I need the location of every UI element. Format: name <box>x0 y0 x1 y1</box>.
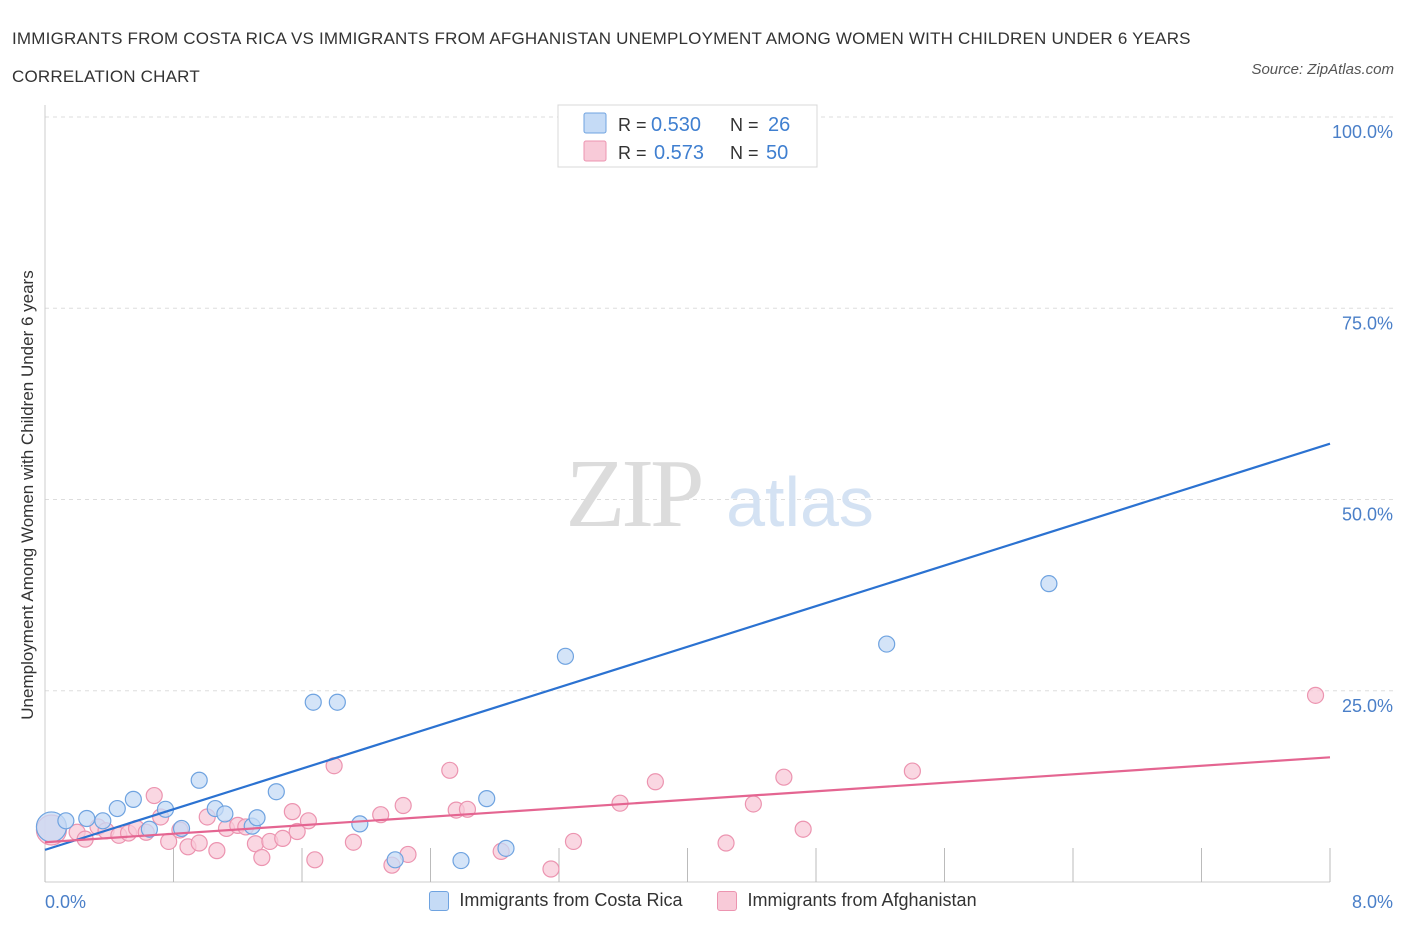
data-point-costa-rica <box>267 783 285 801</box>
data-point-afghanistan <box>744 795 762 813</box>
trend-line-afghanistan <box>44 756 1331 844</box>
data-point-costa-rica <box>304 693 322 711</box>
bottom-legend-label-afghanistan: Immigrants from Afghanistan <box>747 890 977 910</box>
chart-title: IMMIGRANTS FROM COSTA RICA VS IMMIGRANTS… <box>12 29 1191 86</box>
y-axis-label: Unemployment Among Women with Children U… <box>18 270 37 720</box>
data-point-afghanistan <box>564 832 583 851</box>
bottom-legend-swatch-afghanistan <box>717 890 738 911</box>
data-point-costa-rica <box>94 812 112 830</box>
data-point-afghanistan <box>145 786 163 805</box>
legend-n-label-afghanistan: N = <box>730 143 764 163</box>
legend-swatch-afghanistan <box>583 140 607 162</box>
data-point-costa-rica <box>216 805 234 823</box>
y-tick-label: 75.0% <box>1342 313 1393 333</box>
bottom-legend-swatch-costa-rica <box>429 890 450 911</box>
legend-r-value-afghanistan: 0.573 <box>654 142 704 164</box>
data-point-costa-rica <box>140 820 159 838</box>
data-point-afghanistan <box>394 796 412 815</box>
data-point-afghanistan <box>208 842 226 860</box>
legend-r-label-afghanistan: R = <box>618 143 652 163</box>
data-point-costa-rica <box>78 809 96 828</box>
data-point-costa-rica <box>108 799 126 818</box>
data-point-afghanistan <box>253 848 271 867</box>
data-point-afghanistan <box>306 851 324 869</box>
data-point-costa-rica <box>497 839 515 857</box>
legend-n-value-afghanistan: 50 <box>766 142 788 164</box>
data-point-costa-rica <box>878 635 896 653</box>
data-point-costa-rica <box>1040 575 1058 593</box>
data-point-afghanistan <box>274 829 292 847</box>
data-point-costa-rica <box>386 851 404 869</box>
data-point-costa-rica <box>478 790 496 808</box>
legend-n-label-costa-rica: N = <box>730 115 764 135</box>
data-point-costa-rica <box>351 815 369 833</box>
y-tick-label: 100.0% <box>1332 122 1393 142</box>
axes <box>44 105 1331 883</box>
legend-r-label-costa-rica: R = <box>618 115 652 135</box>
trend-lines <box>44 442 1331 851</box>
y-tick-label: 25.0% <box>1342 696 1393 716</box>
legend: R = 0.530 N = 26 R = 0.573 N = 50 <box>557 104 818 168</box>
data-point-afghanistan <box>1306 686 1325 704</box>
watermark-zip: ZIP <box>566 440 701 548</box>
data-point-afghanistan <box>717 834 735 852</box>
watermark-atlas: atlas <box>726 463 874 541</box>
data-point-costa-rica <box>248 809 266 827</box>
data-point-afghanistan <box>794 820 812 838</box>
data-point-afghanistan <box>646 773 664 791</box>
data-point-costa-rica <box>328 693 346 711</box>
bottom-legend: Immigrants from Costa Rica Immigrants fr… <box>0 890 1406 916</box>
data-point-afghanistan <box>344 833 362 851</box>
series-afghanistan-points <box>35 686 1325 878</box>
y-tick-label: 50.0% <box>1342 505 1393 525</box>
data-point-afghanistan <box>903 762 921 780</box>
data-point-costa-rica <box>57 812 75 830</box>
watermark: ZIP atlas <box>566 440 874 548</box>
legend-r-value-costa-rica: 0.530 <box>651 114 701 136</box>
tick-labels: 25.0% 50.0% 75.0% 100.0% 0.0% 8.0% <box>45 122 1393 912</box>
data-point-afghanistan <box>299 812 318 830</box>
x-tick-label-end: 8.0% <box>1352 892 1393 912</box>
data-point-afghanistan <box>288 822 306 841</box>
data-point-costa-rica <box>452 851 470 870</box>
data-point-afghanistan <box>775 768 793 786</box>
data-point-afghanistan <box>542 860 560 878</box>
bottom-legend-item-costa-rica: Immigrants from Costa Rica <box>429 890 682 911</box>
legend-swatch-costa-rica <box>583 112 607 134</box>
legend-n-value-costa-rica: 26 <box>768 114 790 136</box>
x-tick-label-start: 0.0% <box>45 892 86 912</box>
series-costa-rica-points <box>35 108 1058 870</box>
data-point-costa-rica <box>124 790 142 808</box>
data-point-afghanistan <box>441 761 459 779</box>
data-point-costa-rica <box>556 647 575 665</box>
trend-line-costa-rica <box>44 442 1331 851</box>
data-point-afghanistan <box>283 803 301 821</box>
bottom-legend-label-costa-rica: Immigrants from Costa Rica <box>459 890 683 910</box>
gridlines <box>45 116 1395 692</box>
data-point-costa-rica <box>190 771 208 789</box>
source-credit: Source: ZipAtlas.com <box>1251 61 1394 78</box>
bottom-legend-item-afghanistan: Immigrants from Afghanistan <box>717 890 977 911</box>
data-point-afghanistan <box>190 834 208 852</box>
